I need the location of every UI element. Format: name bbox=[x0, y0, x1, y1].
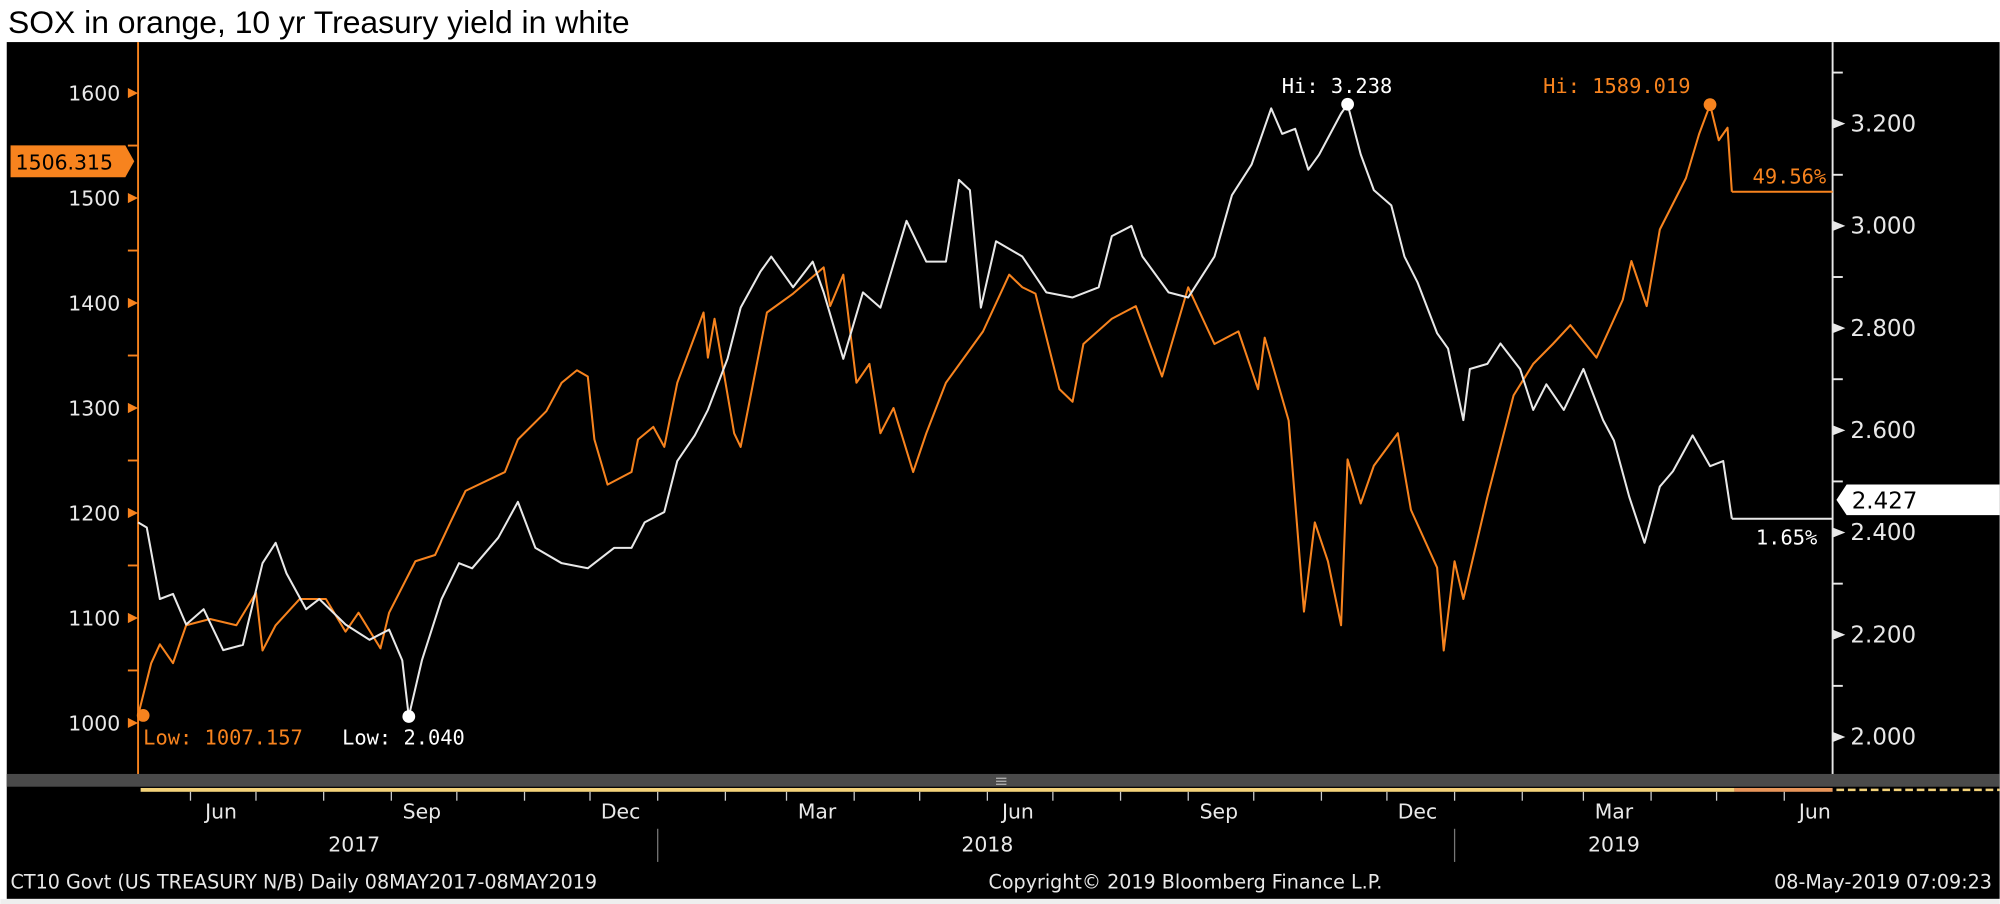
right-axis-tick-label: 2.200 bbox=[1850, 622, 1916, 648]
left-axis-major-tick bbox=[127, 612, 139, 624]
series-layer bbox=[137, 103, 1833, 718]
left-axis-major-tick bbox=[127, 507, 139, 519]
treasury-tag-shape bbox=[1836, 484, 2000, 516]
x-axis-year-label: 2019 bbox=[1588, 833, 1640, 857]
treasury-low-label: Low: 2.040 bbox=[342, 726, 465, 750]
sox-high-marker bbox=[1703, 98, 1717, 111]
x-axis-year-label: 2017 bbox=[328, 833, 380, 857]
bottom-strip bbox=[0, 898, 2000, 904]
x-axis-month-label: Jun bbox=[1000, 800, 1034, 824]
right-axis-tick-label: 2.600 bbox=[1850, 418, 1916, 444]
left-axis-tick-label: 1500 bbox=[68, 187, 120, 211]
left-axis-major-tick bbox=[127, 87, 139, 99]
x-axis-month-label: Sep bbox=[403, 800, 441, 824]
annotation-layer: Low: 1007.157 Low: 2.040 Hi: 3.238 Hi: 1589… bbox=[136, 74, 1827, 750]
left-axis-major-tick bbox=[127, 192, 139, 204]
right-axis-major-tick bbox=[1832, 323, 1846, 334]
chart-title: SOX in orange, 10 yr Treasury yield in w… bbox=[8, 4, 630, 40]
x-axis-month-label: Dec bbox=[1398, 800, 1437, 824]
right-axis-tick-label: 2.400 bbox=[1850, 520, 1916, 546]
treasury-line bbox=[137, 103, 1733, 718]
treasury-tag-value: 2.427 bbox=[1852, 489, 1918, 515]
timeline-range-bar bbox=[140, 787, 1735, 792]
right-axis-tick-label: 3.200 bbox=[1850, 111, 1916, 137]
footer-timestamp: 08-May-2019 07:09:23 bbox=[1774, 871, 1992, 894]
x-axis-month-label: Jun bbox=[1797, 800, 1831, 824]
footer-security: CT10 Govt (US TREASURY N/B) Daily 08MAY2… bbox=[11, 871, 598, 894]
left-axis-tick-label: 1600 bbox=[68, 82, 120, 106]
sox-low-label: Low: 1007.157 bbox=[143, 726, 303, 750]
left-axis-major-tick bbox=[127, 717, 139, 729]
x-axis-month-label: Dec bbox=[601, 800, 640, 824]
right-axis-tick-label: 2.000 bbox=[1850, 725, 1916, 751]
left-axis-tick-label: 1400 bbox=[68, 292, 120, 316]
right-axis-major-tick bbox=[1832, 527, 1846, 538]
x-axis: Jun Sep Dec Mar Jun Sep Dec Mar Jun 2017 2018 2019 bbox=[189, 791, 1831, 862]
x-axis-year-label: 2018 bbox=[961, 833, 1013, 857]
time-scrollbar[interactable] bbox=[6, 773, 2000, 787]
sox-low-marker bbox=[136, 709, 150, 722]
treasury-high-marker bbox=[1341, 97, 1354, 111]
right-axis-major-tick bbox=[1832, 220, 1846, 231]
right-axis: 2.000 2.200 2.400 2.600 2.800 3.000 3.200 bbox=[1831, 42, 1916, 774]
footer-copyright: Copyright© 2019 Bloomberg Finance L.P. bbox=[989, 871, 1383, 894]
x-axis-month-label: Sep bbox=[1200, 800, 1238, 824]
right-axis-major-tick bbox=[1832, 425, 1846, 436]
plot-background bbox=[6, 42, 2000, 899]
left-axis-tick-label: 1100 bbox=[68, 607, 120, 631]
left-axis-tick-label: 1200 bbox=[68, 502, 120, 526]
treasury-last-value-tag: 2.427 bbox=[1836, 484, 2000, 516]
sox-high-label: Hi: 1589.019 bbox=[1543, 74, 1690, 98]
treasury-high-label: Hi: 3.238 bbox=[1282, 74, 1393, 98]
sox-tag-value: 1506.315 bbox=[16, 151, 113, 175]
right-axis-major-tick bbox=[1832, 118, 1846, 129]
treasury-low-marker bbox=[402, 710, 416, 723]
left-axis: 1000 1100 1200 1300 1400 1500 1600 bbox=[68, 42, 140, 774]
left-axis-major-tick bbox=[127, 402, 139, 414]
x-axis-month-label: Mar bbox=[798, 800, 837, 824]
x-axis-month-label: Mar bbox=[1595, 800, 1634, 824]
left-axis-tick-label: 1000 bbox=[68, 712, 120, 736]
left-axis-major-tick bbox=[127, 297, 139, 309]
x-axis-month-label: Jun bbox=[203, 800, 237, 824]
left-axis-tick-label: 1300 bbox=[68, 397, 120, 421]
sox-tag-shape bbox=[10, 145, 135, 178]
right-axis-major-tick bbox=[1832, 629, 1846, 640]
sox-last-value-tag: 1506.315 bbox=[10, 145, 135, 178]
right-axis-major-tick bbox=[1832, 731, 1846, 743]
scrollbar-handle-icon[interactable]: ≡ bbox=[994, 772, 1008, 791]
timeline-range-end bbox=[1734, 787, 1833, 792]
treasury-change-label: 1.65% bbox=[1756, 525, 1817, 549]
right-axis-tick-label: 3.000 bbox=[1850, 214, 1916, 240]
sox-change-label: 49.56% bbox=[1753, 165, 1827, 189]
sox-line bbox=[137, 103, 1733, 716]
right-axis-tick-label: 2.800 bbox=[1850, 316, 1916, 342]
